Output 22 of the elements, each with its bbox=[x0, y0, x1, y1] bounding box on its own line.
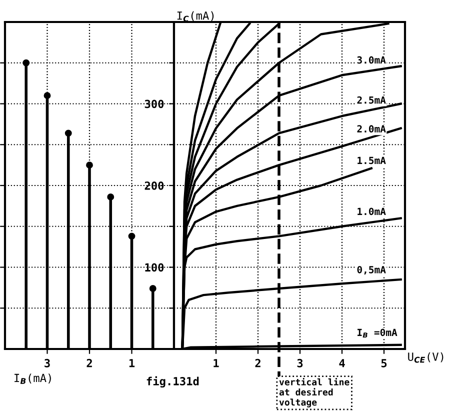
series-label: 1.0mA bbox=[358, 208, 386, 216]
series-label: I$_{B}$ =0mA bbox=[358, 328, 398, 338]
y-tick-label: 300 bbox=[144, 100, 164, 108]
x-tick-label: 3 bbox=[297, 358, 303, 368]
x-tick-label: 1 bbox=[214, 359, 219, 368]
y-tick-label: 200 bbox=[144, 181, 164, 190]
caption: fig.131d bbox=[146, 376, 199, 388]
x-tick-label: 2 bbox=[86, 358, 92, 368]
series-label: 3.0mA bbox=[357, 56, 386, 64]
x-tick-label: 3 bbox=[44, 358, 50, 368]
ref-line-label: vertical line at desired voltage bbox=[279, 378, 350, 408]
x-tick-label: 5 bbox=[381, 359, 387, 368]
x-axis-title: I$_{B}$(mA) bbox=[14, 374, 51, 384]
y-tick-label: 100 bbox=[145, 263, 164, 272]
series-label: 1.5mA bbox=[358, 156, 386, 164]
series-label: 0,5mA bbox=[357, 266, 386, 275]
x-axis-title: U$_{CE}$(V) bbox=[408, 352, 444, 363]
x-tick-label: 4 bbox=[339, 359, 345, 368]
series-label: 2.0mA bbox=[357, 125, 386, 133]
x-tick-label: 2 bbox=[255, 358, 260, 368]
x-tick-label: 1 bbox=[129, 359, 135, 368]
series-label: 2.5mA bbox=[357, 96, 386, 104]
